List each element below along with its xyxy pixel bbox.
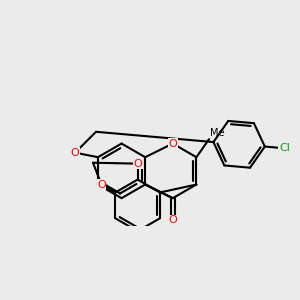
Text: O: O [71,148,80,158]
Text: Cl: Cl [279,143,290,153]
Text: O: O [133,159,142,169]
Text: O: O [168,215,177,225]
Text: O: O [168,139,177,148]
Text: O: O [97,179,106,190]
Text: Me: Me [210,128,225,138]
